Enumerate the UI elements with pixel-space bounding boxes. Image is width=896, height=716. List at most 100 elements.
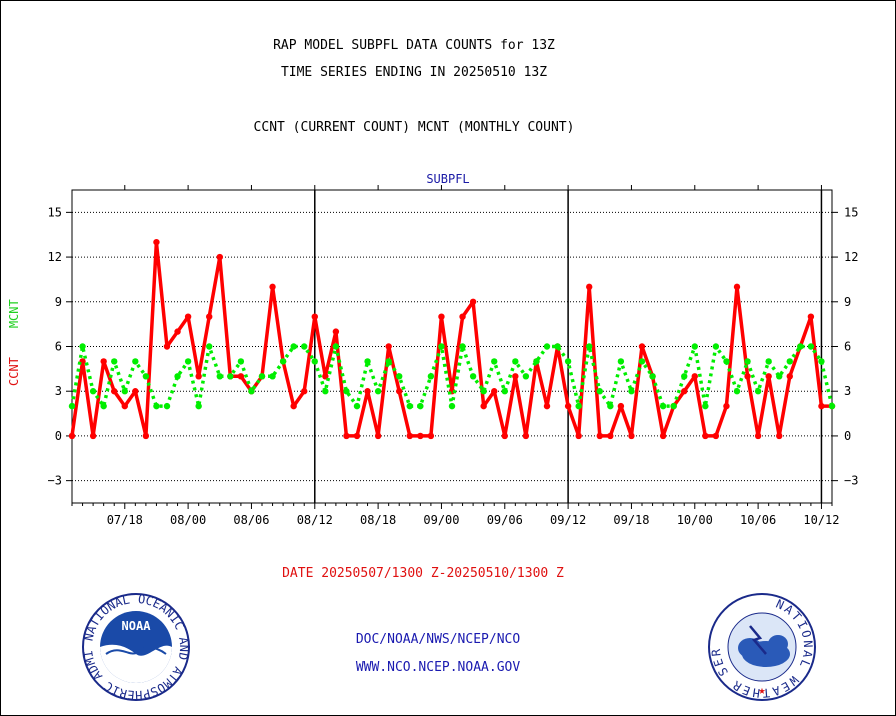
- org-line: DOC/NOAA/NWS/NCEP/NCO: [355, 632, 521, 647]
- data-point-ccnt: [512, 373, 519, 380]
- data-point-ccnt: [575, 432, 582, 440]
- data-point-ccnt: [459, 313, 466, 320]
- data-point-mcnt: [153, 402, 160, 410]
- data-point-ccnt: [638, 343, 646, 350]
- data-point-mcnt: [723, 358, 730, 365]
- data-point-mcnt: [638, 358, 646, 365]
- data-point-ccnt: [353, 432, 361, 440]
- plot-area-border: [71, 189, 833, 504]
- data-point-mcnt: [596, 388, 603, 395]
- data-point-mcnt: [385, 358, 392, 365]
- data-point-ccnt: [681, 388, 688, 395]
- data-point-ccnt: [301, 388, 308, 395]
- y-tick-label: 3: [55, 384, 62, 398]
- data-point-ccnt: [733, 283, 741, 291]
- data-point-ccnt: [807, 313, 815, 320]
- data-point-ccnt: [184, 313, 192, 320]
- data-point-mcnt: [290, 343, 297, 350]
- data-point-mcnt: [237, 358, 245, 365]
- data-point-mcnt: [554, 343, 561, 350]
- data-point-mcnt: [311, 358, 318, 365]
- date-range: DATE 20250507/1300 Z-20250510/1300 Z: [282, 566, 564, 581]
- data-point-mcnt: [786, 358, 793, 365]
- data-point-mcnt: [142, 373, 150, 380]
- data-point-mcnt: [575, 402, 582, 410]
- x-tick-label: 09/12: [550, 513, 586, 527]
- data-point-ccnt: [195, 373, 202, 380]
- data-point-mcnt: [617, 358, 625, 365]
- y-tick-label-right: 0: [844, 429, 851, 443]
- data-point-mcnt: [670, 402, 677, 410]
- data-point-ccnt: [691, 373, 698, 380]
- data-point-mcnt: [733, 388, 741, 395]
- x-tick-label: 08/06: [233, 513, 269, 527]
- data-point-mcnt: [374, 388, 382, 395]
- data-point-mcnt: [79, 343, 86, 350]
- data-point-mcnt: [765, 358, 772, 365]
- x-tick-label: 09/18: [613, 513, 649, 527]
- data-point-ccnt: [501, 432, 508, 440]
- data-point-mcnt: [691, 343, 698, 350]
- data-point-ccnt: [216, 253, 223, 261]
- data-point-mcnt: [807, 343, 815, 350]
- data-point-ccnt: [586, 283, 593, 291]
- data-point-mcnt: [586, 343, 593, 350]
- x-tick-label: 10/12: [803, 513, 839, 527]
- data-point-ccnt: [364, 388, 371, 395]
- data-point-ccnt: [818, 402, 825, 410]
- data-point-ccnt: [132, 388, 139, 395]
- data-point-mcnt: [438, 343, 445, 350]
- noaa-logo-text: NOAA: [122, 619, 152, 633]
- data-point-mcnt: [206, 343, 213, 350]
- data-point-ccnt: [142, 432, 150, 440]
- data-point-mcnt: [702, 402, 709, 410]
- data-point-mcnt: [195, 402, 202, 410]
- data-point-mcnt: [279, 358, 287, 365]
- data-point-ccnt: [607, 432, 614, 440]
- nws-logo: NATIONAL WEATHER SERVICE ★: [706, 592, 816, 701]
- data-point-mcnt: [68, 402, 76, 410]
- data-point-ccnt: [121, 402, 128, 410]
- y-tick-label: 0: [55, 429, 62, 443]
- data-point-ccnt: [480, 402, 487, 410]
- data-point-mcnt: [543, 343, 551, 350]
- series-line-mcnt: [70, 344, 834, 408]
- y-tick-label: −3: [48, 474, 62, 488]
- data-point-ccnt: [332, 328, 340, 335]
- y-tick-label-right: −3: [844, 474, 858, 488]
- data-point-ccnt: [406, 432, 413, 440]
- data-point-mcnt: [818, 358, 825, 365]
- x-tick-label: 09/00: [423, 513, 459, 527]
- x-tick-label: 07/18: [107, 513, 143, 527]
- data-point-mcnt: [417, 402, 424, 410]
- data-point-mcnt: [258, 373, 266, 380]
- data-point-mcnt: [406, 402, 413, 410]
- data-point-mcnt: [184, 358, 192, 365]
- data-point-ccnt: [754, 432, 762, 440]
- y-tick-label-right: 3: [844, 384, 851, 398]
- data-point-ccnt: [153, 238, 160, 246]
- data-point-ccnt: [776, 432, 783, 440]
- data-point-ccnt: [100, 358, 107, 365]
- data-point-mcnt: [533, 358, 540, 365]
- data-point-mcnt: [681, 373, 688, 380]
- data-point-mcnt: [797, 343, 804, 350]
- panel-label: SUBPFL: [426, 172, 470, 186]
- data-point-ccnt: [596, 432, 603, 440]
- data-point-mcnt: [469, 373, 477, 380]
- data-point-ccnt: [659, 432, 667, 440]
- data-point-ccnt: [628, 432, 635, 440]
- data-point-ccnt: [417, 432, 424, 440]
- data-point-mcnt: [712, 343, 720, 350]
- data-point-mcnt: [512, 358, 519, 365]
- data-point-mcnt: [607, 402, 614, 410]
- data-point-ccnt: [237, 373, 245, 380]
- chart-subtitle: CCNT (CURRENT COUNT) MCNT (MONTHLY COUNT…: [253, 120, 575, 135]
- x-tick-label: 08/12: [297, 513, 333, 527]
- data-point-mcnt: [269, 373, 276, 380]
- data-point-mcnt: [100, 402, 107, 410]
- data-point-mcnt: [301, 343, 308, 350]
- data-point-ccnt: [744, 373, 751, 380]
- data-point-ccnt: [206, 313, 213, 320]
